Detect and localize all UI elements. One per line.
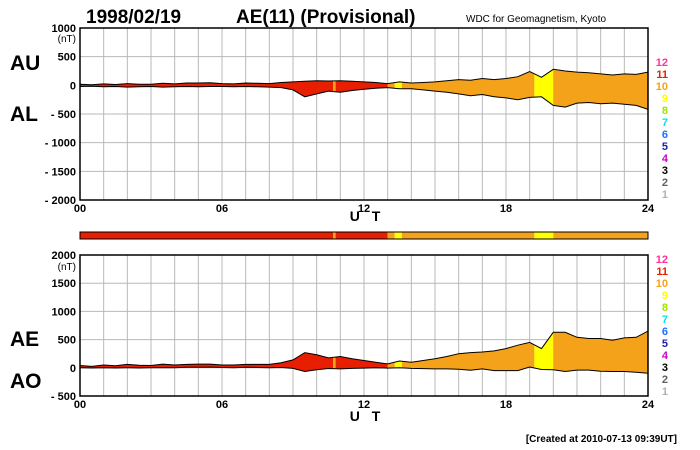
top-x-tick: 12 xyxy=(358,203,370,215)
top-y-tick: - 2000 xyxy=(45,195,76,207)
station-count-10: 10 xyxy=(656,81,668,93)
bottom-x-tick: 24 xyxy=(642,399,655,411)
station-bar-segment xyxy=(401,232,535,239)
station-count-1: 1 xyxy=(662,386,668,398)
station-bar-segment xyxy=(80,232,334,239)
bottom-y-tick: 1000 xyxy=(52,306,76,318)
station-count-8: 8 xyxy=(662,302,668,314)
top-x-tick: 06 xyxy=(216,203,228,215)
top-fill-segment xyxy=(534,69,554,106)
top-x-tick: 00 xyxy=(74,203,86,215)
station-count-1: 1 xyxy=(662,189,668,201)
ao-label: AO xyxy=(10,370,42,393)
station-bar-segment xyxy=(534,232,554,239)
bottom-fill-segment xyxy=(333,357,336,369)
station-count-4: 4 xyxy=(662,153,669,165)
station-count-8: 8 xyxy=(662,105,668,117)
station-count-12: 12 xyxy=(656,57,668,69)
au-label: AU xyxy=(10,52,40,75)
bottom-x-tick: 06 xyxy=(216,399,228,411)
station-count-6: 6 xyxy=(662,129,668,141)
station-count-11: 11 xyxy=(656,266,668,278)
bottom-fill-segment xyxy=(80,352,334,372)
station-count-4: 4 xyxy=(662,350,669,362)
top-y-tick: - 1000 xyxy=(45,138,76,150)
bottom-y-tick: - 500 xyxy=(51,391,76,403)
station-bar-segment xyxy=(394,232,402,239)
station-count-7: 7 xyxy=(662,117,668,129)
top-fill-segment xyxy=(401,71,535,100)
top-ut-label: U T xyxy=(350,208,385,224)
top-x-tick: 24 xyxy=(642,203,655,215)
station-bar-segment xyxy=(553,232,648,239)
top-fill-segment xyxy=(335,80,388,93)
bottom-fill-segment xyxy=(553,331,648,374)
bottom-line-ao xyxy=(79,366,649,374)
station-count-2: 2 xyxy=(662,177,668,189)
station-count-6: 6 xyxy=(662,326,668,338)
station-count-9: 9 xyxy=(662,290,668,302)
station-bar-segment xyxy=(333,232,336,239)
top-fill-segment xyxy=(387,82,395,89)
station-count-bar xyxy=(79,231,649,240)
top-fill-segment xyxy=(80,80,334,97)
bottom-ut-label: U T xyxy=(350,408,385,424)
bottom-fill-segment xyxy=(335,356,388,369)
top-y-tick: - 500 xyxy=(51,109,76,121)
top-unit-label: (nT) xyxy=(58,34,76,45)
bottom-frame xyxy=(79,254,649,397)
top-y-tick: 1000 xyxy=(52,23,76,35)
station-count-9: 9 xyxy=(662,93,668,105)
top-fill-segment xyxy=(394,81,402,89)
top-line-au xyxy=(79,68,649,86)
station-count-2: 2 xyxy=(662,374,668,386)
station-bar-segment xyxy=(387,232,395,239)
source-label: WDC for Geomagnetism, Kyoto xyxy=(466,14,606,25)
top-y-tick: 0 xyxy=(70,80,76,92)
top-line-al xyxy=(79,85,649,110)
bottom-x-tick: 18 xyxy=(500,399,512,411)
station-count-7: 7 xyxy=(662,314,668,326)
date-title: 1998/02/19 xyxy=(86,7,181,28)
bottom-y-tick: 1500 xyxy=(52,278,76,290)
bottom-line-ae xyxy=(79,330,649,367)
station-count-10: 10 xyxy=(656,278,668,290)
bottom-x-tick: 12 xyxy=(358,399,370,411)
bottom-fill-segment xyxy=(534,332,554,370)
bottom-y-tick: 0 xyxy=(70,363,76,375)
bottom-x-tick: 00 xyxy=(74,399,86,411)
station-count-11: 11 xyxy=(656,69,668,81)
station-count-5: 5 xyxy=(662,338,668,350)
top-frame xyxy=(79,27,649,201)
station-count-5: 5 xyxy=(662,141,668,153)
top-y-tick: 500 xyxy=(58,52,76,64)
ae-label: AE xyxy=(10,328,39,351)
top-y-tick: - 1500 xyxy=(45,166,76,178)
created-footer: [Created at 2010-07-13 09:39UT] xyxy=(526,434,677,445)
bottom-y-tick: 500 xyxy=(58,335,76,347)
bottom-y-tick: 2000 xyxy=(52,250,76,262)
top-fill-segment xyxy=(553,69,648,110)
station-bar-frame xyxy=(79,231,649,240)
station-count-3: 3 xyxy=(662,165,668,177)
bottom-unit-label: (nT) xyxy=(58,262,76,273)
bottom-fill-segment xyxy=(394,361,402,368)
index-title: AE(11) (Provisional) xyxy=(236,7,416,28)
bottom-fill-segment xyxy=(401,342,535,371)
top-fill-segment xyxy=(333,80,336,92)
station-bar-segment xyxy=(335,232,388,239)
al-label: AL xyxy=(10,103,38,126)
station-count-3: 3 xyxy=(662,362,668,374)
station-count-12: 12 xyxy=(656,254,668,266)
top-x-tick: 18 xyxy=(500,203,512,215)
